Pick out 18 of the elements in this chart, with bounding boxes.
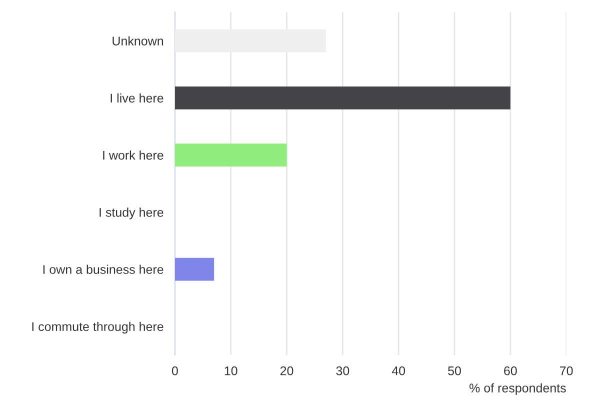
bar [174,144,287,166]
x-tick-label: 50 [448,366,461,376]
y-tick-label: Unknown [112,36,164,46]
x-tick-label: 40 [392,366,406,376]
bar [174,258,214,281]
x-tick-label: 0 [172,366,178,376]
bar [174,86,510,110]
y-tick-label: I work here [103,150,164,160]
x-tick-label: 10 [224,366,238,376]
x-tick-label: 60 [504,366,517,376]
x-tick-label: 20 [280,366,294,376]
y-tick-label: I live here [110,93,164,103]
x-tick-label: 30 [336,366,350,376]
y-tick-label: I commute through here [32,322,164,334]
x-axis-title: % of respondents [469,383,566,395]
y-tick-label: I own a business here [43,264,164,274]
y-tick-label: I study here [100,208,164,220]
x-tick-label: 70 [560,366,573,376]
